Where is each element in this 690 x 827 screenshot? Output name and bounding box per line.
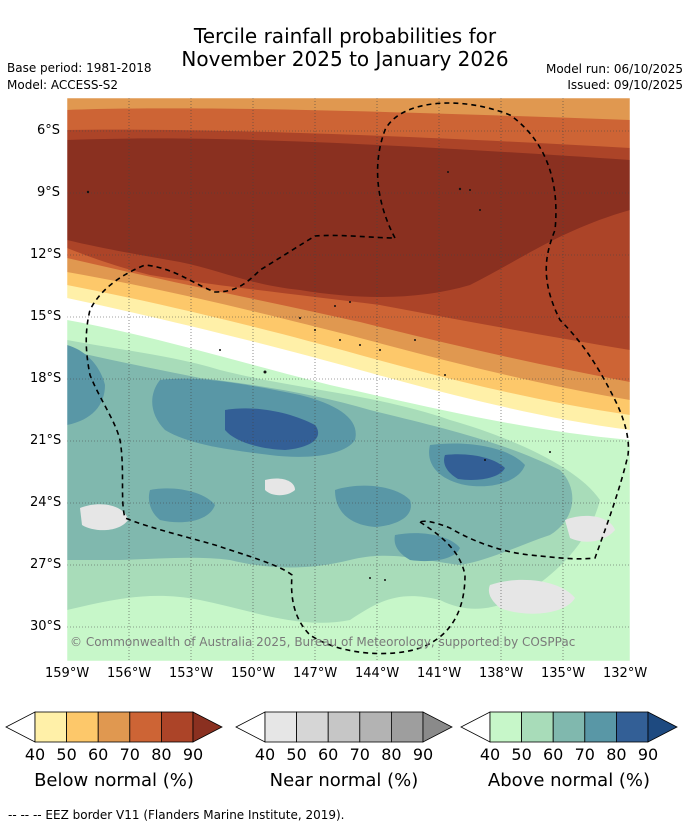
lat-label-30s: 30°S	[30, 619, 62, 634]
legend-below-colorbar	[5, 711, 223, 743]
legend-below-tick: 60	[88, 745, 109, 764]
lat-label-6s: 6°S	[37, 123, 61, 138]
base-period: Base period: 1981-2018	[7, 61, 152, 75]
lon-label-135w: 135°W	[541, 666, 586, 681]
below-90-zone	[67, 138, 630, 297]
legend-near-tick: 90	[412, 745, 434, 764]
legend-above-tick: 40	[479, 745, 501, 764]
model-run: Model run: 06/10/2025	[545, 62, 683, 76]
title-line-1: Tercile rainfall probabilities for	[193, 24, 497, 48]
lat-label-27s: 27°S	[30, 557, 62, 572]
legend-near-low-arrow	[235, 711, 266, 743]
legend-above-colorbar	[460, 711, 678, 743]
legend-above-swatch-3	[584, 711, 617, 743]
legend-above-swatch-0	[489, 711, 523, 743]
legend-below-tick: 80	[151, 745, 172, 764]
eez-footnote: -- -- -- EEZ border V11 (Flanders Marine…	[8, 808, 345, 822]
legend-near-swatch-2	[327, 711, 361, 743]
map-area: © Commonwealth of Australia 2025, Bureau…	[67, 98, 630, 661]
above-70-zone-sw	[148, 488, 215, 523]
legend-above-tick: 90	[637, 745, 659, 764]
legend-below-tick: 90	[182, 745, 204, 764]
near-40-patch-a	[80, 504, 128, 531]
legend-near: 40 50 60 70 80 90 Near normal (%)	[235, 710, 453, 800]
legend-below-low-arrow	[5, 711, 36, 743]
legend-below-tick: 70	[119, 745, 140, 764]
neutral-band	[67, 300, 630, 440]
legend-near-swatch-3	[359, 711, 392, 743]
legend-below-swatch-4	[160, 711, 194, 743]
legend-below-swatch-0	[34, 711, 68, 743]
lat-label-12s: 12°S	[30, 247, 62, 262]
issued-date: Issued: 09/10/2025	[567, 78, 683, 92]
near-40-patch-c	[565, 515, 615, 542]
legend-below-high-arrow	[192, 711, 223, 743]
lon-label-153w: 153°W	[169, 666, 214, 681]
legend-near-label: Near normal (%)	[269, 770, 419, 791]
lat-label-15s: 15°S	[30, 309, 62, 324]
legend-below-tick: 40	[24, 745, 46, 764]
legend-below-swatch-3	[129, 711, 162, 743]
lon-label-150w: 150°W	[231, 666, 276, 681]
legend-above-swatch-2	[552, 711, 586, 743]
above-70-zone-west	[67, 345, 105, 425]
legend-above: 40 50 60 70 80 90 Above normal (%)	[460, 710, 678, 800]
legend-near-swatch-0	[264, 711, 298, 743]
legend-above-tick: 80	[606, 745, 627, 764]
legend-near-swatch-4	[390, 711, 424, 743]
legend-near-tick: 80	[381, 745, 402, 764]
above-70-zone-south	[335, 485, 411, 527]
legend-above-tick: 50	[511, 745, 532, 764]
legend-below-label: Below normal (%)	[34, 770, 194, 791]
legend-above-tick: 70	[574, 745, 595, 764]
legend-below-tick: 50	[56, 745, 77, 764]
above-80-zone-b	[444, 454, 505, 480]
lon-label-132w: 132°W	[603, 666, 648, 681]
islands	[86, 171, 551, 581]
legend-above-high-arrow	[647, 711, 678, 743]
legend-below-ticks: 40 50 60 70 80 90	[5, 745, 223, 765]
legend-above-low-arrow	[460, 711, 491, 743]
legend-near-swatch-1	[296, 711, 329, 743]
near-40-patch-d	[265, 478, 295, 496]
legend-near-high-arrow	[422, 711, 453, 743]
lon-label-138w: 138°W	[479, 666, 524, 681]
title-line-2: November 2025 to January 2026	[181, 47, 509, 71]
legend-above-ticks: 40 50 60 70 80 90	[460, 745, 678, 765]
lat-label-18s: 18°S	[30, 371, 62, 386]
near-40-patch-b	[488, 579, 575, 614]
lon-label-141w: 141°W	[417, 666, 462, 681]
legend-near-colorbar	[235, 711, 453, 743]
legend-above-label: Above normal (%)	[487, 770, 651, 791]
copyright-text: © Commonwealth of Australia 2025, Bureau…	[70, 635, 575, 649]
legend-near-ticks: 40 50 60 70 80 90	[235, 745, 453, 765]
legend-near-tick: 70	[349, 745, 370, 764]
legend-above-swatch-4	[615, 711, 649, 743]
gridlines	[67, 98, 630, 661]
lon-label-156w: 156°W	[107, 666, 152, 681]
legend-above-tick: 60	[543, 745, 564, 764]
eez-border	[85, 102, 630, 655]
model-name: Model: ACCESS-S2	[7, 78, 119, 92]
legend-below: 40 50 60 70 80 90 Below normal (%)	[5, 710, 223, 800]
lon-label-144w: 144°W	[355, 666, 400, 681]
legend-above-swatch-1	[521, 711, 554, 743]
legend-near-tick: 40	[254, 745, 276, 764]
lon-label-147w: 147°W	[293, 666, 338, 681]
legend-below-swatch-1	[66, 711, 99, 743]
legend-near-tick: 50	[286, 745, 307, 764]
above-80-zone	[225, 408, 319, 450]
map-frame	[66, 97, 631, 662]
lat-label-21s: 21°S	[30, 433, 62, 448]
lon-label-159w: 159°W	[45, 666, 90, 681]
lat-label-9s: 9°S	[37, 185, 61, 200]
legend-below-swatch-2	[97, 711, 131, 743]
legend-near-tick: 60	[318, 745, 339, 764]
lat-label-24s: 24°S	[30, 495, 62, 510]
